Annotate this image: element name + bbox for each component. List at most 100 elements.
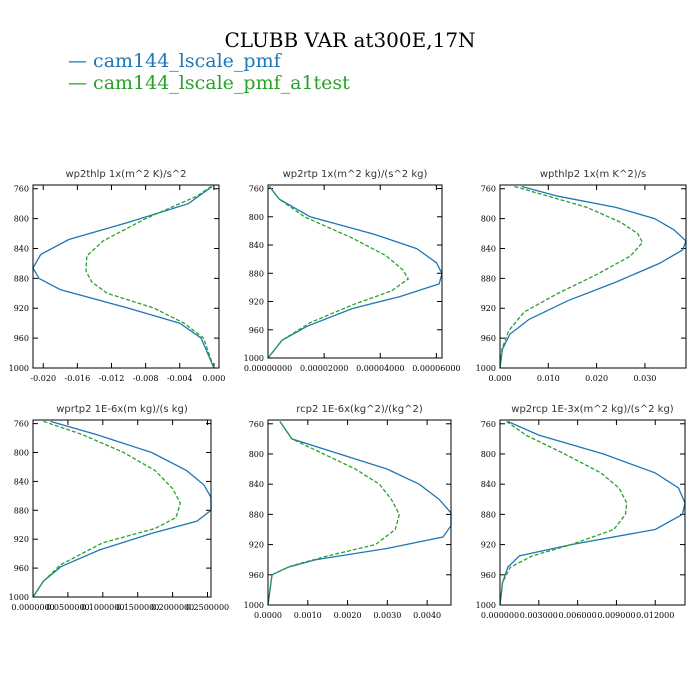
x-tick-label: -0.004 (167, 374, 193, 383)
panel-title: wp2rtp 1x(m^2 kg)/(s^2 kg) (283, 169, 428, 180)
legend-dash-icon: — (68, 50, 87, 72)
y-tick-label: 960 (14, 564, 29, 573)
plot-frame (32, 419, 212, 598)
panel-6: wp2rcp 1E-3x(m^2 kg)/(s^2 kg) 760 800 840 88… (476, 404, 686, 620)
x-tick-label: 0.0000 (254, 611, 282, 620)
y-tick-label: 840 (14, 477, 29, 486)
series-line-2 (499, 420, 628, 606)
series-line-2 (32, 420, 181, 598)
x-tick-label: 0.00002000 (300, 364, 348, 373)
x-tick-label: 0.020 (585, 374, 608, 383)
x-tick-label: 0.012000 (636, 611, 674, 620)
figure-title: CLUBB VAR at300E,17N (224, 28, 476, 52)
x-tick-label: 0.1500000 (116, 603, 159, 612)
y-tick-label: 1000 (9, 593, 29, 602)
x-tick-label: 0.0040 (413, 611, 441, 620)
x-tick-label: -0.012 (99, 374, 125, 383)
x-tick-label: 0.010 (537, 374, 560, 383)
x-tick-label: 0.2000000 (151, 603, 194, 612)
x-tick-label: 0.00006000 (412, 364, 460, 373)
y-tick-label: 920 (249, 298, 264, 307)
x-tick-label: 0.2500000 (186, 603, 229, 612)
y-tick-label: 840 (14, 244, 29, 253)
x-tick-label: 0.000000 (481, 611, 519, 620)
x-tick-label: 0.0020 (334, 611, 362, 620)
y-tick-label: 960 (481, 571, 496, 580)
y-tick-label: 840 (249, 241, 264, 250)
plot-frame (267, 184, 443, 359)
panel-1: wp2thlp 1x(m^2 K)/s^2 760 800 840 880 920 960 1… (9, 169, 226, 383)
x-tick-label: 0.0500000 (46, 603, 89, 612)
series-line-2 (267, 186, 410, 359)
panel-3: wpthlp2 1x(m K^2)/s 760 800 840 880 920 960 100… (476, 169, 687, 383)
x-tick-label: 0.000 (202, 374, 225, 383)
y-tick-label: 880 (481, 274, 496, 283)
y-tick-label: 1000 (476, 364, 496, 373)
x-tick-label: 0.0000000 (11, 603, 54, 612)
y-tick-label: 960 (249, 326, 264, 335)
x-tick-label: 0.006000 (559, 611, 597, 620)
panel-4: wprtp2 1E-6x(m kg)/(s kg) 760 800 840 880 920… (9, 404, 230, 612)
y-tick-label: 960 (249, 571, 264, 580)
series-line-1 (32, 185, 215, 369)
y-tick-label: 760 (249, 185, 264, 194)
y-tick-label: 800 (14, 215, 29, 224)
y-tick-label: 760 (481, 420, 496, 429)
y-tick-label: 760 (14, 185, 29, 194)
y-tick-label: 920 (14, 535, 29, 544)
plot-frame (32, 184, 220, 369)
y-tick-label: 840 (481, 244, 496, 253)
x-tick-label: 0.009000 (597, 611, 635, 620)
legend-dash-icon: — (68, 72, 87, 94)
y-tick-label: 880 (481, 510, 496, 519)
plot-frame (267, 419, 452, 606)
y-tick-label: 800 (249, 450, 264, 459)
series-line-1 (267, 421, 452, 606)
y-tick-label: 760 (249, 420, 264, 429)
y-tick-label: 1000 (9, 364, 29, 373)
y-tick-label: 1000 (476, 601, 496, 610)
series-line-2 (499, 185, 644, 369)
panel-2: wp2rtp 1x(m^2 kg)/(s^2 kg) 760 800 840 880 92… (244, 169, 461, 373)
x-tick-label: -0.020 (30, 374, 56, 383)
series-line-1 (499, 185, 687, 369)
y-tick-label: 760 (481, 185, 496, 194)
legend-label: cam144_lscale_pmf (93, 50, 281, 72)
series-line-2 (267, 421, 400, 606)
plot-frame (499, 184, 687, 369)
y-tick-label: 880 (249, 269, 264, 278)
x-tick-label: 0.003000 (520, 611, 558, 620)
x-tick-label: 0.0010 (294, 611, 322, 620)
panel-title: wpthlp2 1x(m K^2)/s (540, 169, 646, 180)
x-tick-label: 0.00000000 (244, 364, 292, 373)
x-tick-label: -0.008 (133, 374, 159, 383)
y-tick-label: 960 (14, 334, 29, 343)
panel-title: wp2rcp 1E-3x(m^2 kg)/(s^2 kg) (511, 404, 674, 415)
series-line-2 (85, 185, 215, 369)
panel-title: wprtp2 1E-6x(m kg)/(s kg) (56, 404, 188, 415)
panel-title: wp2thlp 1x(m^2 K)/s^2 (65, 169, 186, 180)
series-line-1 (32, 420, 212, 598)
y-tick-label: 1000 (244, 601, 264, 610)
legend-entry-cam144-lscale-pmf-a1test: — cam144_lscale_pmf_a1test (68, 72, 350, 94)
legend-label: cam144_lscale_pmf_a1test (93, 72, 350, 94)
x-tick-label: 0.030 (633, 374, 656, 383)
y-tick-label: 920 (249, 541, 264, 550)
y-tick-label: 880 (14, 506, 29, 515)
panel-title: rcp2 1E-6x(kg^2)/(kg^2) (296, 404, 423, 415)
x-tick-label: 0.000 (489, 374, 512, 383)
x-tick-label: 0.0030 (373, 611, 401, 620)
x-tick-label: -0.016 (65, 374, 91, 383)
y-tick-label: 1000 (244, 354, 264, 363)
y-tick-label: 840 (481, 480, 496, 489)
y-tick-label: 880 (249, 510, 264, 519)
y-tick-label: 920 (481, 541, 496, 550)
panel-5: rcp2 1E-6x(kg^2)/(kg^2) 760 800 840 880 920 96… (244, 404, 452, 620)
x-tick-label: 0.00004000 (356, 364, 404, 373)
y-tick-label: 800 (249, 213, 264, 222)
legend-entry-cam144-lscale-pmf: — cam144_lscale_pmf (68, 50, 281, 72)
y-tick-label: 800 (481, 215, 496, 224)
series-line-1 (499, 420, 686, 606)
